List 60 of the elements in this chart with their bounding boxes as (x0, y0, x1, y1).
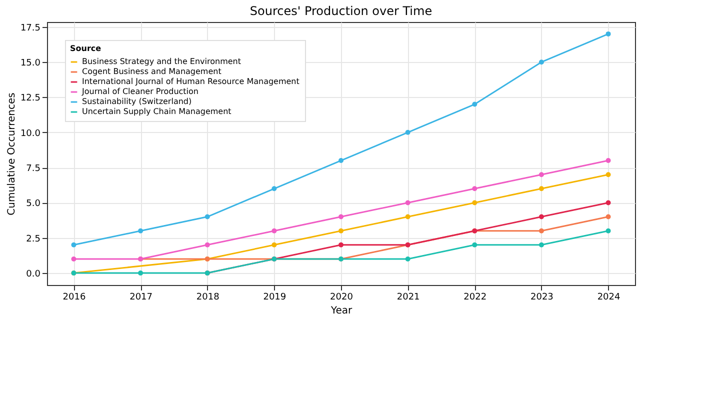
x-tick-label: 2021 (396, 292, 420, 302)
point (606, 214, 611, 220)
x-tick-label: 2016 (62, 292, 86, 302)
x-axis-title: Year (330, 306, 353, 316)
point (606, 200, 611, 206)
legend-label: Journal of Cleaner Production (81, 87, 198, 96)
point (405, 214, 410, 220)
point (138, 228, 144, 234)
point (204, 214, 210, 220)
point (405, 200, 410, 206)
y-tick-label: 2.5 (26, 234, 40, 244)
y-axis-title: Cumulative Occurrences (6, 92, 18, 216)
y-tick-label: 7.5 (26, 164, 40, 174)
legend-label: Business Strategy and the Environment (82, 57, 241, 66)
point (538, 60, 544, 65)
point (538, 172, 544, 178)
point (71, 242, 76, 248)
point (472, 102, 478, 107)
y-tick-label: 15.0 (20, 58, 41, 69)
point (538, 186, 544, 192)
y-tick-label: 12.5 (20, 94, 40, 104)
point (538, 242, 544, 248)
x-tick-label: 2023 (530, 292, 554, 302)
point (338, 214, 344, 220)
point (606, 228, 611, 234)
y-tick-label: 0.0 (26, 270, 41, 280)
point (538, 214, 544, 220)
legend-title: Source (70, 44, 102, 53)
point (405, 130, 410, 135)
y-tick-label: 10.0 (20, 128, 41, 139)
legend-label: Cogent Business and Management (82, 67, 222, 76)
point (338, 228, 344, 234)
point (272, 228, 277, 234)
y-tick-label: 5.0 (26, 199, 41, 210)
point (71, 256, 76, 262)
x-tick-label: 2024 (597, 292, 620, 302)
point (338, 158, 344, 164)
point (606, 158, 611, 164)
x-tick-label: 2020 (330, 292, 354, 302)
legend-label: International Journal of Human Resource Management (82, 77, 300, 86)
x-tick-label: 2017 (130, 292, 152, 302)
point (338, 242, 344, 248)
point (405, 256, 410, 262)
point (472, 200, 478, 206)
x-tick-label: 2019 (263, 292, 286, 302)
chart-title: Sources' Production over Time (250, 4, 432, 18)
point (606, 31, 611, 36)
point (272, 242, 277, 248)
y-tick-label: 17.5 (20, 23, 40, 34)
point (138, 270, 144, 276)
legend-label: Uncertain Supply Chain Management (82, 107, 232, 116)
point (472, 186, 478, 192)
point (538, 228, 544, 234)
point (606, 172, 611, 178)
point (272, 186, 277, 192)
point (472, 242, 478, 248)
x-tick-label: 2018 (196, 292, 220, 302)
x-tick-label: 2022 (464, 292, 487, 302)
legend-label: Sustainability (Switzerland) (82, 97, 192, 106)
point (204, 242, 210, 248)
